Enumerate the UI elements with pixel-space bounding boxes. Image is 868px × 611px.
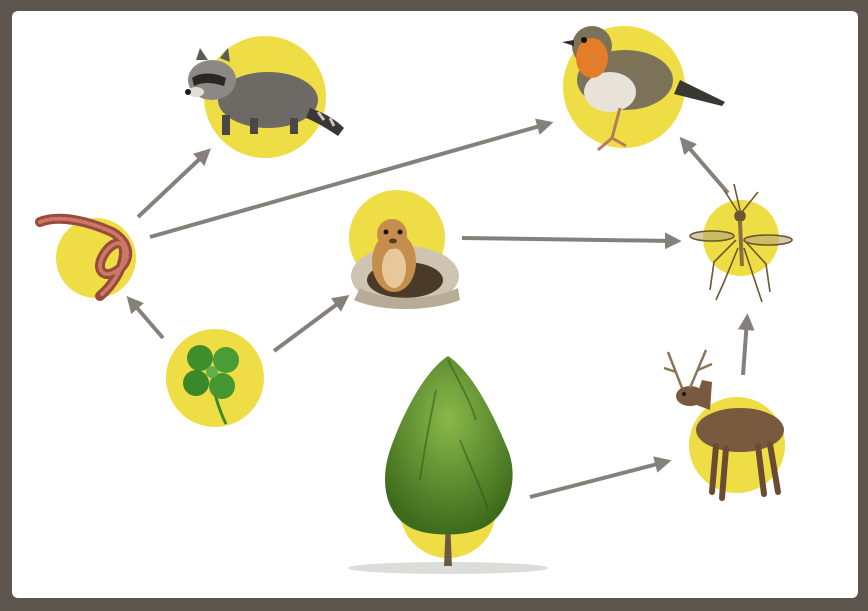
arrow-mosquito-to-robin — [679, 136, 730, 195]
four-leaf-clover-icon — [183, 345, 239, 425]
arrow-earthworm-to-robin — [149, 118, 554, 239]
arrow-earthworm-to-raccoon — [136, 148, 211, 219]
robin-icon — [562, 26, 725, 152]
arrow-clover-to-earthworm — [126, 295, 165, 340]
prairie-dog-icon — [351, 219, 460, 309]
tree-icon — [348, 356, 548, 574]
arrows — [126, 118, 755, 499]
arrow-prairie-dog-to-mosquito — [461, 232, 682, 250]
arrow-clover-to-prairie-dog — [272, 294, 350, 353]
arrow-deer-to-mosquito — [737, 313, 755, 376]
raccoon-icon — [185, 48, 344, 136]
earthworm-icon — [35, 213, 132, 301]
deer-icon — [663, 349, 784, 501]
arrow-tree-to-deer — [529, 456, 672, 499]
mosquito-icon — [689, 183, 793, 303]
